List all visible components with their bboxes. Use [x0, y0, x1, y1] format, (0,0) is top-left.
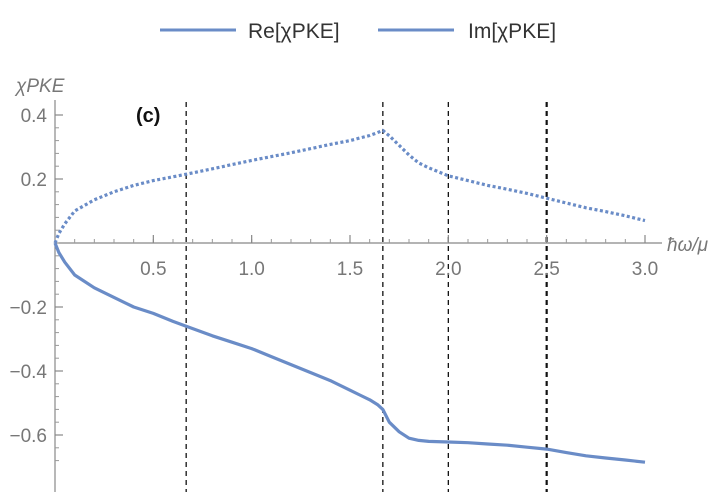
y-tick-label: −0.6	[9, 426, 47, 447]
panel-label: (c)	[136, 105, 160, 127]
y-tick-label: −0.4	[9, 362, 47, 383]
axes	[54, 100, 662, 492]
x-tick-label: 2.5	[533, 259, 559, 280]
x-axis-label: ħω/μ	[667, 235, 709, 256]
y-ticks: 0.4 0.2 −0.2 −0.4 −0.6	[9, 106, 63, 447]
series-im-line	[53, 128, 646, 244]
legend-label-re: Re[χPKE]	[248, 20, 340, 43]
x-tick-label: 2.0	[435, 259, 461, 280]
data-series	[53, 128, 646, 464]
y-tick-label: 0.4	[21, 106, 48, 127]
x-tick-label: 1.0	[238, 259, 264, 280]
y-tick-label: −0.2	[9, 298, 47, 319]
legend: Re[χPKE] Im[χPKE]	[160, 20, 556, 43]
x-tick-label: 3.0	[632, 259, 658, 280]
y-axis-label: χPKE	[14, 76, 65, 97]
y-tick-label: 0.2	[21, 170, 47, 191]
legend-label-im: Im[χPKE]	[468, 20, 556, 43]
series-re-line	[53, 242, 646, 464]
x-tick-label: 0.5	[140, 259, 166, 280]
x-ticks: 0.5 1.0 1.5 2.0 2.5 3.0	[140, 235, 658, 280]
vertical-reference-lines	[185, 102, 548, 492]
x-tick-label: 1.5	[337, 259, 363, 280]
